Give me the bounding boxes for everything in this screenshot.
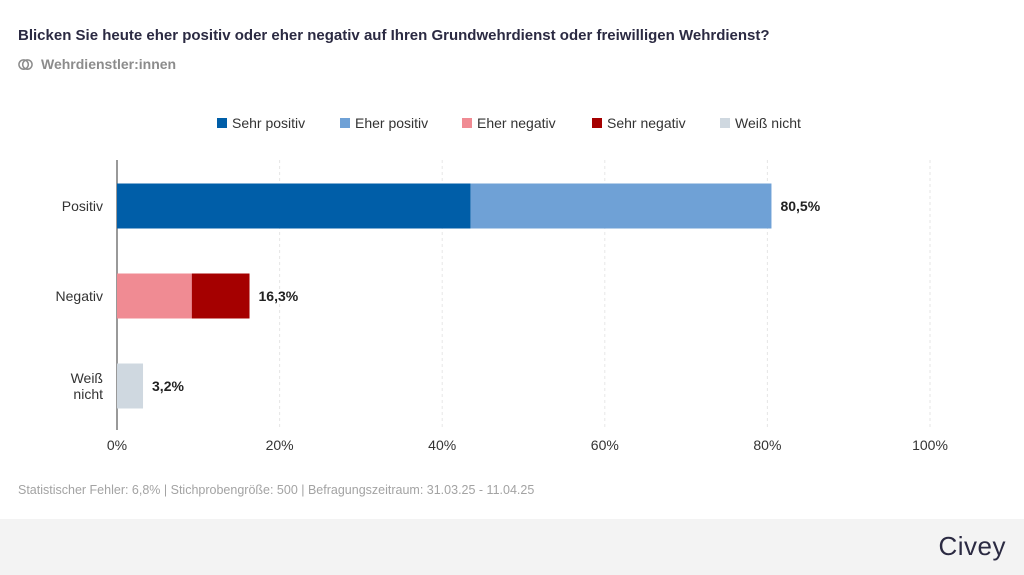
bar-segment — [191, 273, 250, 319]
footer-note: Statistischer Fehler: 6,8% | Stichproben… — [18, 483, 535, 497]
subtitle: Wehrdienstler:innen — [18, 56, 176, 72]
bar-segment — [470, 183, 772, 229]
subtitle-text: Wehrdienstler:innen — [41, 56, 177, 72]
category-label: Weiß — [71, 370, 103, 386]
bar-total-label: 80,5% — [780, 198, 820, 214]
category-label: Negativ — [56, 288, 103, 304]
legend: Sehr positiv Eher positiv Eher negativ Sehr… — [217, 115, 801, 131]
bar-total-label: 16,3% — [259, 288, 299, 304]
bar-segment — [117, 363, 144, 409]
legend-swatch — [217, 118, 227, 128]
x-tick-label: 20% — [266, 437, 294, 453]
category-label: nicht — [73, 386, 103, 402]
x-tick-label: 60% — [591, 437, 619, 453]
legend-swatch — [720, 118, 730, 128]
chart-title: Blicken Sie heute eher positiv oder eher… — [18, 27, 770, 44]
stacked-bar-chart: 0% 20% 40% 60% 80% 100% Sehr positiv Eher posit… — [56, 115, 948, 453]
legend-label: Sehr negativ — [607, 115, 686, 131]
bar-segment — [117, 273, 192, 319]
x-tick-label: 40% — [428, 437, 456, 453]
x-tick-label: 0% — [107, 437, 127, 453]
footer-band: Civey — [0, 519, 1024, 575]
category-label: Positiv — [62, 198, 103, 214]
legend-swatch — [462, 118, 472, 128]
x-tick-label: 100% — [912, 437, 948, 453]
bar-total-label: 3,2% — [152, 378, 184, 394]
bar-segment — [117, 183, 471, 229]
legend-swatch — [340, 118, 350, 128]
legend-label: Eher negativ — [477, 115, 556, 131]
group-icon — [18, 57, 33, 72]
brand-logo: Civey — [938, 531, 1006, 561]
legend-label: Eher positiv — [355, 115, 428, 131]
legend-swatch — [592, 118, 602, 128]
x-tick-label: 80% — [753, 437, 781, 453]
legend-label: Weiß nicht — [735, 115, 801, 131]
legend-label: Sehr positiv — [232, 115, 305, 131]
